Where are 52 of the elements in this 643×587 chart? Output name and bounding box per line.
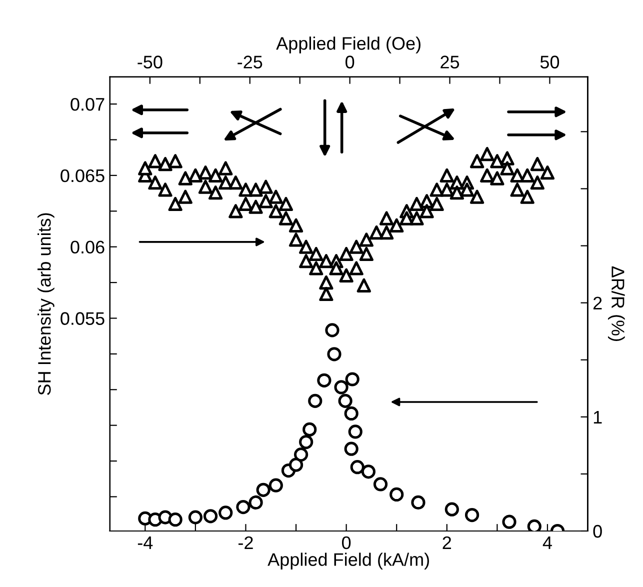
point [411, 495, 426, 510]
x2-axis-title: Applied Field (Oe) [276, 36, 420, 54]
point [348, 424, 362, 439]
point [236, 500, 250, 514]
x-tick-label: 4 [542, 536, 552, 549]
point [299, 434, 314, 450]
y-tick-label: 0.07 [70, 98, 104, 111]
point [325, 323, 340, 338]
y-tick-label: 0.06 [70, 240, 104, 254]
y-axis-title: SH Intensity (arb units) [38, 213, 54, 395]
y-tick-label: 0.055 [60, 312, 104, 325]
x-tick-label: -2 [238, 536, 253, 549]
point [268, 478, 283, 492]
point [338, 394, 352, 408]
point [344, 406, 358, 421]
point [464, 508, 480, 522]
point [203, 509, 218, 524]
point [390, 487, 404, 502]
y2-tick-label: 0 [593, 524, 602, 538]
x-tick-label: 2 [442, 536, 452, 549]
y-tick-label: 0.065 [60, 169, 104, 182]
point [373, 477, 388, 492]
point [350, 460, 364, 474]
point [327, 347, 342, 362]
x-axis-title: Applied Field (kA/m) [268, 552, 429, 570]
x2-tick-label: 0 [346, 56, 354, 68]
x2-tick-label: 25 [440, 56, 460, 68]
x-tick-label: -4 [138, 536, 153, 549]
point [218, 506, 233, 520]
point [334, 380, 348, 394]
y2-tick-label: 1 [594, 411, 602, 424]
point [168, 512, 182, 527]
point [294, 447, 308, 462]
point [317, 373, 332, 388]
y2-tick-label: 2 [593, 296, 602, 310]
point [502, 514, 516, 529]
point [361, 464, 376, 479]
x2-tick-label: -50 [138, 56, 162, 68]
x-tick-label: 0 [342, 536, 351, 550]
point [527, 519, 542, 531]
point [256, 482, 270, 497]
x2-tick-label: -25 [238, 56, 262, 68]
point [188, 510, 203, 524]
point [444, 502, 459, 516]
point [288, 458, 304, 472]
point [248, 495, 263, 510]
point [302, 422, 317, 437]
x2-tick-label: 50 [540, 56, 560, 68]
point [308, 394, 322, 408]
point [344, 442, 358, 456]
point [345, 372, 360, 386]
y2-axis-title: ΔR/R (%) [608, 266, 625, 341]
